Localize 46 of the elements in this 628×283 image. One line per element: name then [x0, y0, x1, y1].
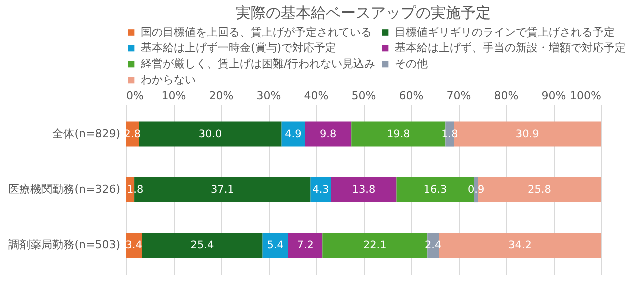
- x-tick-label: 0%: [126, 90, 144, 102]
- data-label: 37.1: [210, 184, 234, 196]
- x-tick-label: 30%: [256, 90, 282, 102]
- x-tick-label: 80%: [494, 90, 519, 102]
- data-label: 4.9: [285, 128, 302, 140]
- x-tick-label: 40%: [304, 90, 329, 102]
- bar: [282, 122, 306, 147]
- data-label: 0.9: [468, 184, 485, 196]
- legend-label: 基本給は上げず、手当の新設・増額で対応予定: [395, 42, 626, 54]
- data-label: 30.0: [198, 128, 222, 140]
- data-label: 16.3: [424, 184, 448, 196]
- bar: [331, 177, 397, 203]
- x-tick-label: 90%: [542, 90, 566, 102]
- data-label: 22.1: [363, 240, 387, 252]
- data-label: 34.2: [508, 240, 532, 252]
- bar: [288, 233, 323, 258]
- y-tick-label: 全体(n=829): [52, 127, 120, 140]
- y-tick-label: 医療機関勤務(n=326): [8, 183, 120, 196]
- bar: [262, 233, 288, 258]
- x-tick-label: 70%: [446, 90, 472, 102]
- bar: [142, 233, 263, 258]
- data-label: 13.8: [352, 184, 376, 196]
- bar: [305, 122, 352, 147]
- legend-label: わからない: [141, 74, 196, 86]
- x-tick-label: 50%: [352, 90, 376, 102]
- x-tick-label: 100%: [570, 90, 602, 102]
- legend-label: 国の目標値を上回る、賃上げが予定されている: [141, 26, 372, 39]
- x-tick-label: 20%: [209, 90, 234, 102]
- legend-label: 目標値ギリギリのラインで賃上げされる予定: [395, 26, 615, 39]
- legend-label: 経営が厳しく、賃上げは困難/行われない見込み: [140, 58, 376, 70]
- legend-label: 基本給は上げず一時金(賞与)で対応予定: [141, 42, 337, 54]
- data-label: 25.8: [528, 184, 552, 196]
- chart-title: 実際の基本給ベースアップの実施予定: [236, 4, 491, 22]
- data-label: 25.4: [190, 240, 214, 252]
- x-tick-label: 10%: [162, 90, 186, 102]
- legend-label: その他: [395, 58, 428, 70]
- y-tick-label: 調剤薬局勤務(n=503): [8, 238, 120, 252]
- bar: [139, 122, 282, 147]
- data-label: 19.8: [386, 128, 410, 140]
- data-label: 4.3: [312, 184, 330, 196]
- data-label: 3.4: [126, 240, 143, 252]
- x-tick-label: 60%: [399, 90, 424, 102]
- data-label: 5.4: [267, 240, 284, 252]
- data-label: 9.8: [320, 128, 337, 140]
- data-label: 30.9: [516, 128, 540, 140]
- data-label: 7.2: [297, 240, 314, 252]
